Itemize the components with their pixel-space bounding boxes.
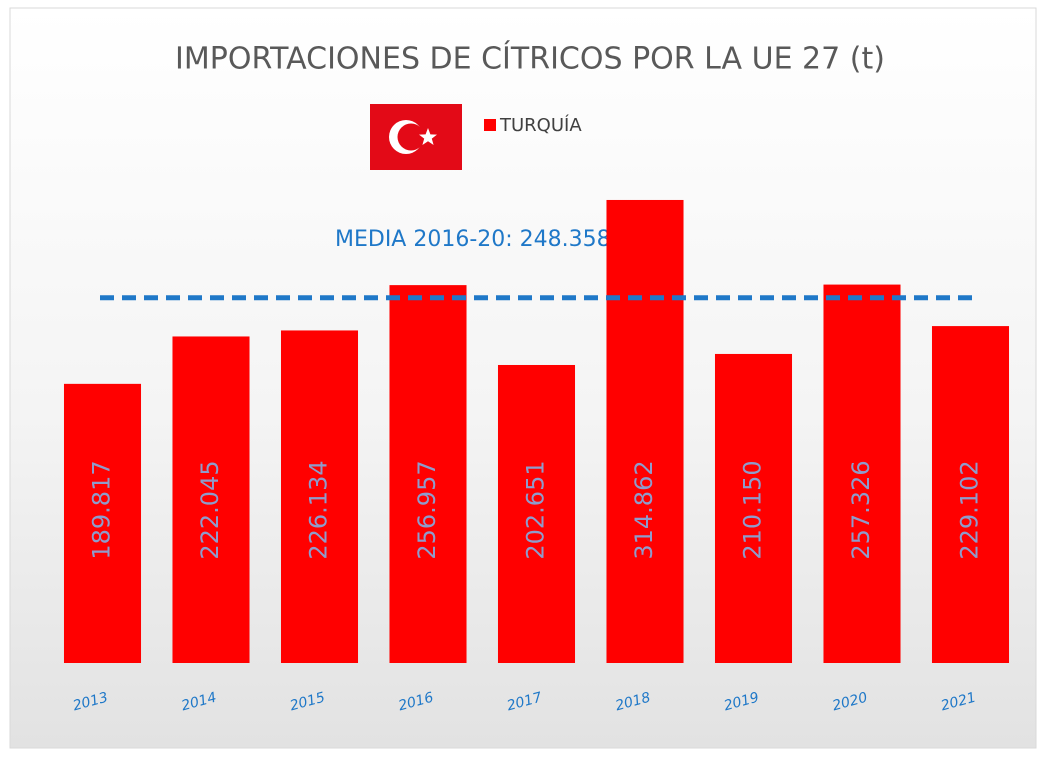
bar <box>497 364 576 663</box>
bar <box>172 336 250 663</box>
value-label: 256.957 <box>413 460 441 559</box>
value-label: 314.862 <box>630 460 658 559</box>
bar <box>714 353 793 663</box>
mean-label: MEDIA 2016-20: 248.358 <box>335 227 611 252</box>
legend-label: TURQUÍA <box>499 114 582 136</box>
value-label: 202.651 <box>522 460 550 559</box>
chart-title: IMPORTACIONES DE CÍTRICOS POR LA UE 27 (… <box>175 41 885 77</box>
value-label: 189.817 <box>88 460 116 559</box>
bar <box>389 285 467 663</box>
bar <box>931 326 1010 663</box>
value-label: 229.102 <box>956 460 984 559</box>
flag <box>370 104 462 170</box>
value-label: 222.045 <box>196 460 224 559</box>
value-label: 257.326 <box>847 460 875 559</box>
value-label: 210.150 <box>739 460 767 559</box>
bar <box>63 383 142 663</box>
bar <box>280 330 359 663</box>
value-label: 226.134 <box>305 460 333 559</box>
bar <box>823 284 901 663</box>
legend-swatch <box>484 119 496 131</box>
bar <box>606 199 684 663</box>
